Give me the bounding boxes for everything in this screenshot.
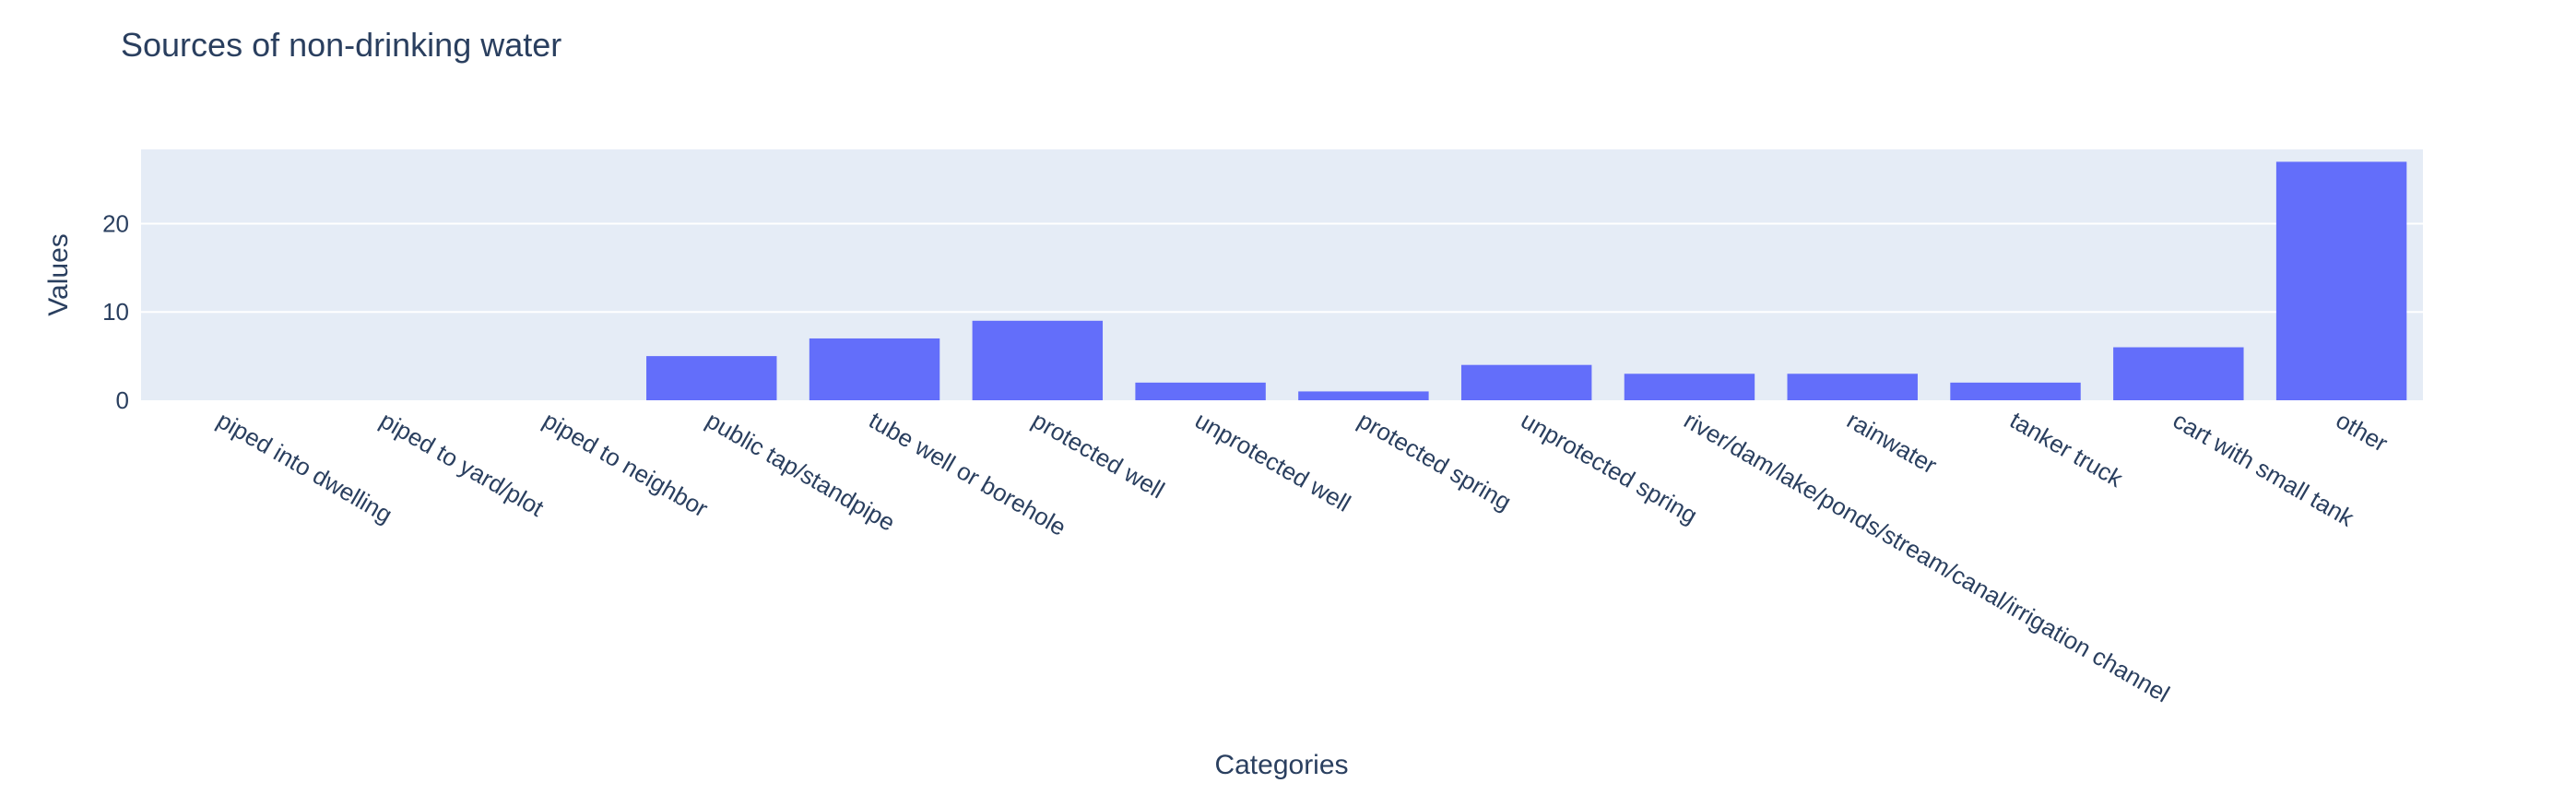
- y-tick-label-0: 0: [116, 386, 129, 414]
- bar-6: [1135, 382, 1266, 400]
- x-tick-label-0: piped into dwelling: [212, 406, 396, 528]
- bar-13: [2275, 161, 2407, 400]
- bar-3: [646, 356, 777, 400]
- bar-8: [1460, 364, 1592, 400]
- x-tick-label-13: other: [2332, 406, 2393, 457]
- bar-11: [1950, 382, 2081, 400]
- x-tick-label-7: protected spring: [1353, 406, 1516, 516]
- x-tick-label-6: unprotected well: [1190, 406, 1355, 517]
- bars: [646, 161, 2407, 400]
- x-tick-label-12: cart with small tank: [2168, 406, 2359, 532]
- x-axis-title: Categories: [1214, 750, 1348, 780]
- plot-background: [141, 149, 2423, 400]
- y-tick-label-1: 10: [102, 298, 129, 326]
- gridlines: [141, 222, 2423, 314]
- bar-10: [1787, 374, 1918, 400]
- y-axis-title: Values: [43, 233, 74, 316]
- x-tick-label-5: protected well: [1027, 406, 1169, 504]
- x-tick-label-11: tanker truck: [2005, 406, 2128, 492]
- bar-12: [2113, 347, 2244, 400]
- y-tick-labels: 0 10 20: [102, 209, 129, 414]
- x-tick-label-10: rainwater: [1842, 406, 1942, 480]
- bar-4: [809, 338, 940, 400]
- y-tick-label-2: 20: [102, 209, 129, 237]
- bar-7: [1298, 391, 1429, 400]
- bar-9: [1624, 374, 1755, 400]
- chart-title: Sources of non-drinking water: [121, 26, 561, 64]
- x-tick-label-2: piped to neighbor: [538, 406, 713, 523]
- bar-5: [972, 320, 1104, 400]
- x-tick-label-8: unprotected spring: [1517, 406, 1703, 529]
- x-tick-label-1: piped to yard/plot: [375, 406, 549, 522]
